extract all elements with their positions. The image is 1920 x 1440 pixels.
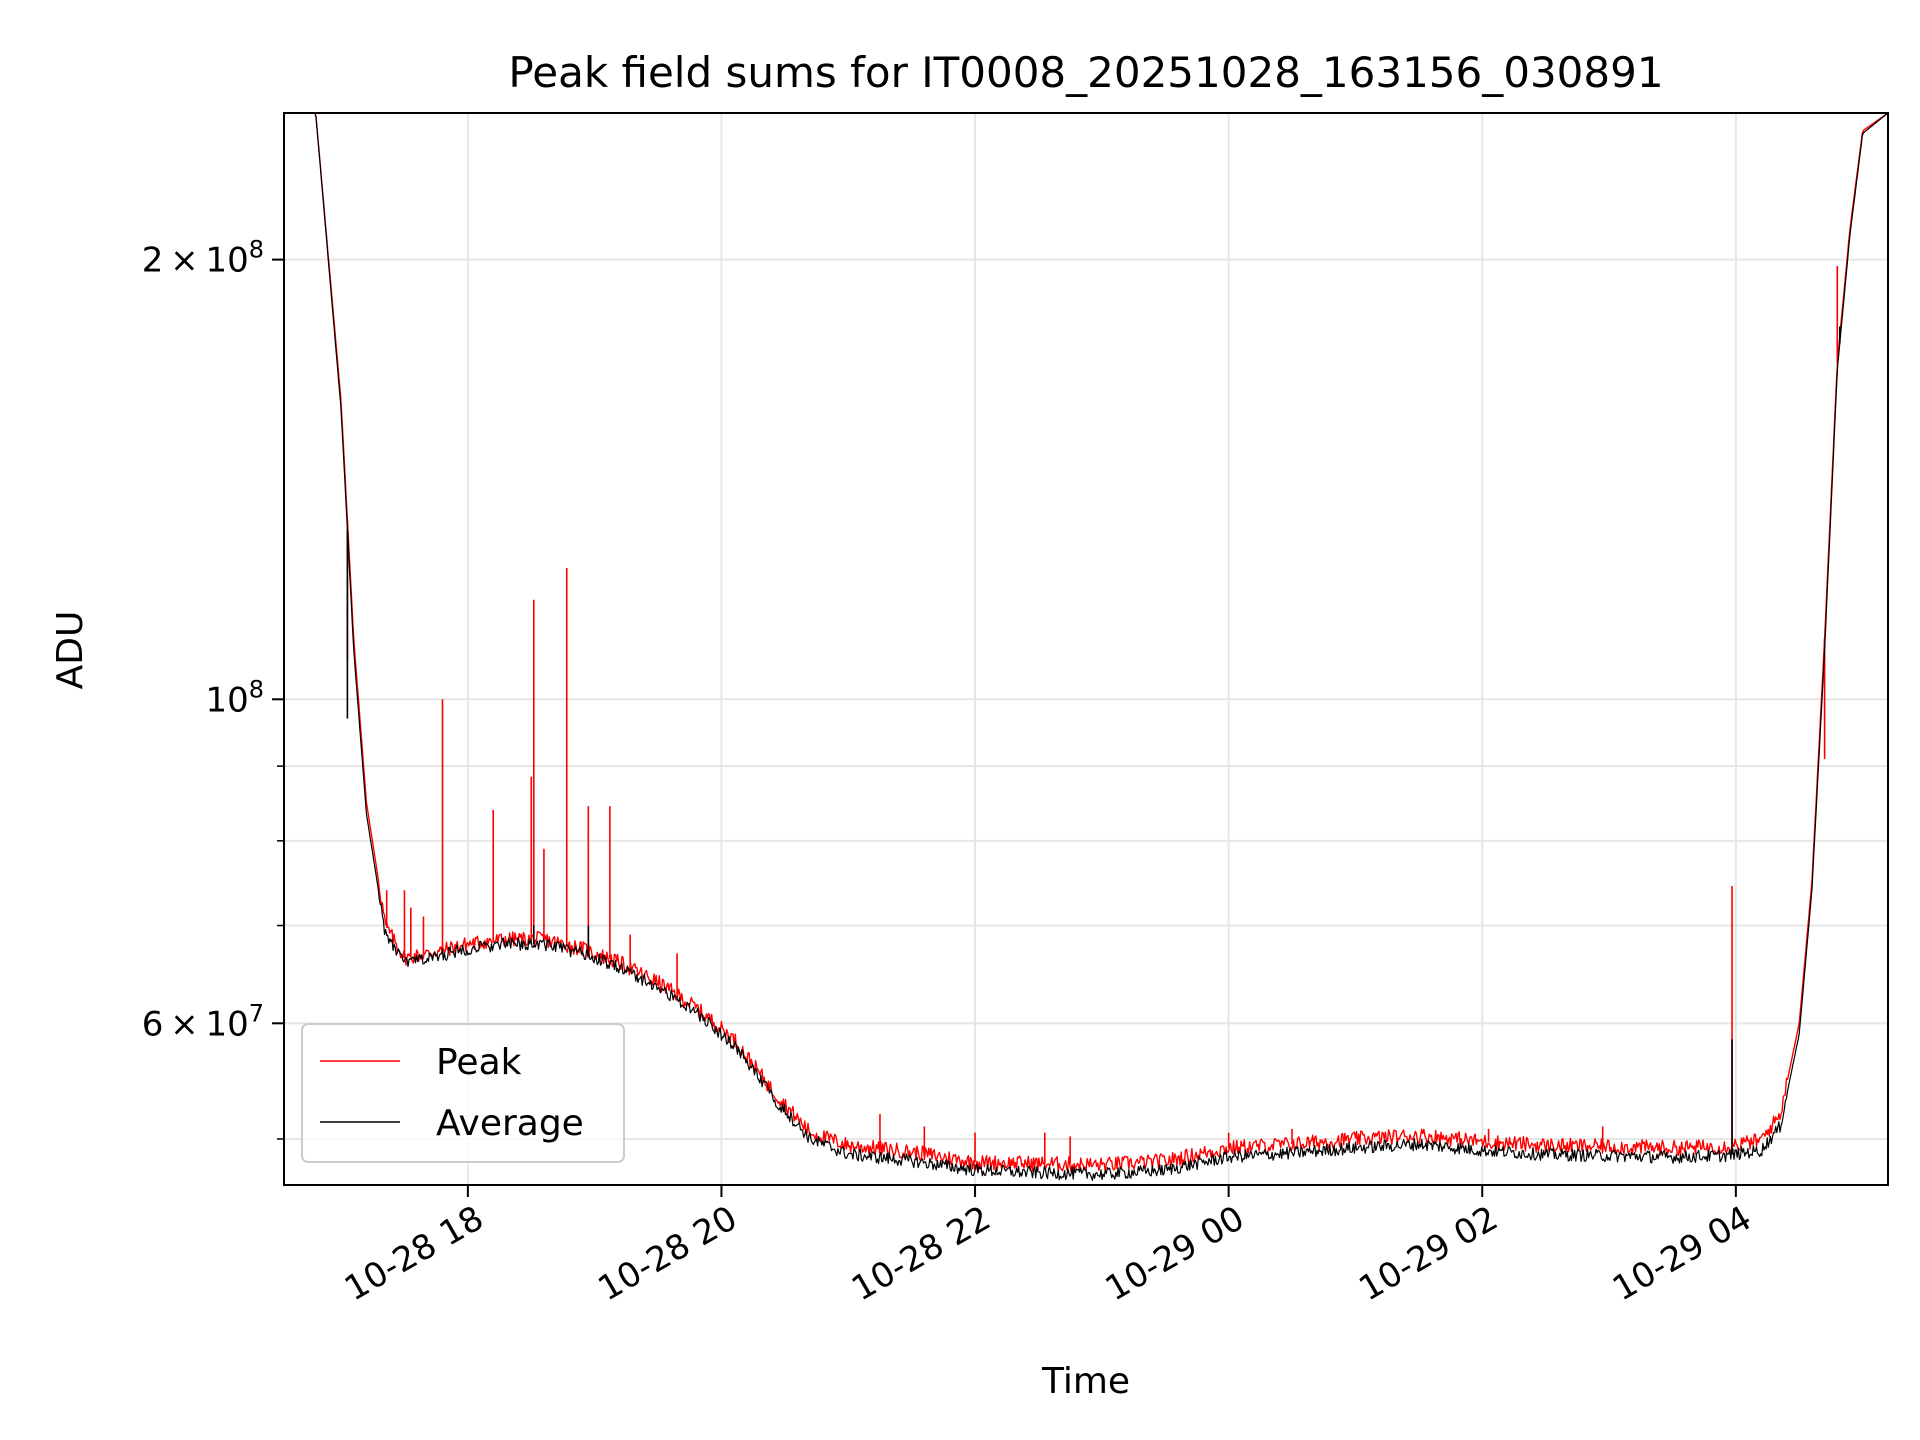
plot-lines [284,113,1888,1181]
series-line [284,113,1888,1181]
y-axis-ticks: 2 × 108 108 6 × 107 [142,236,284,1140]
legend-peak-label: Peak [436,1042,522,1083]
x-axis-label: Time [1041,1361,1130,1402]
legend: Peak Average [301,1023,625,1163]
plot-frame [283,112,1889,1186]
y-tick-label: 6 × 107 [142,999,264,1044]
y-tick-label: 2 × 108 [142,236,264,281]
chart-title: Peak field sums for IT0008_20251028_1631… [508,48,1663,97]
legend-box [301,1023,625,1163]
y-axis-label: ADU [50,611,91,690]
series-average [284,113,1888,1181]
y-tick-label: 108 [205,675,264,720]
legend-average-label: Average [436,1103,584,1144]
